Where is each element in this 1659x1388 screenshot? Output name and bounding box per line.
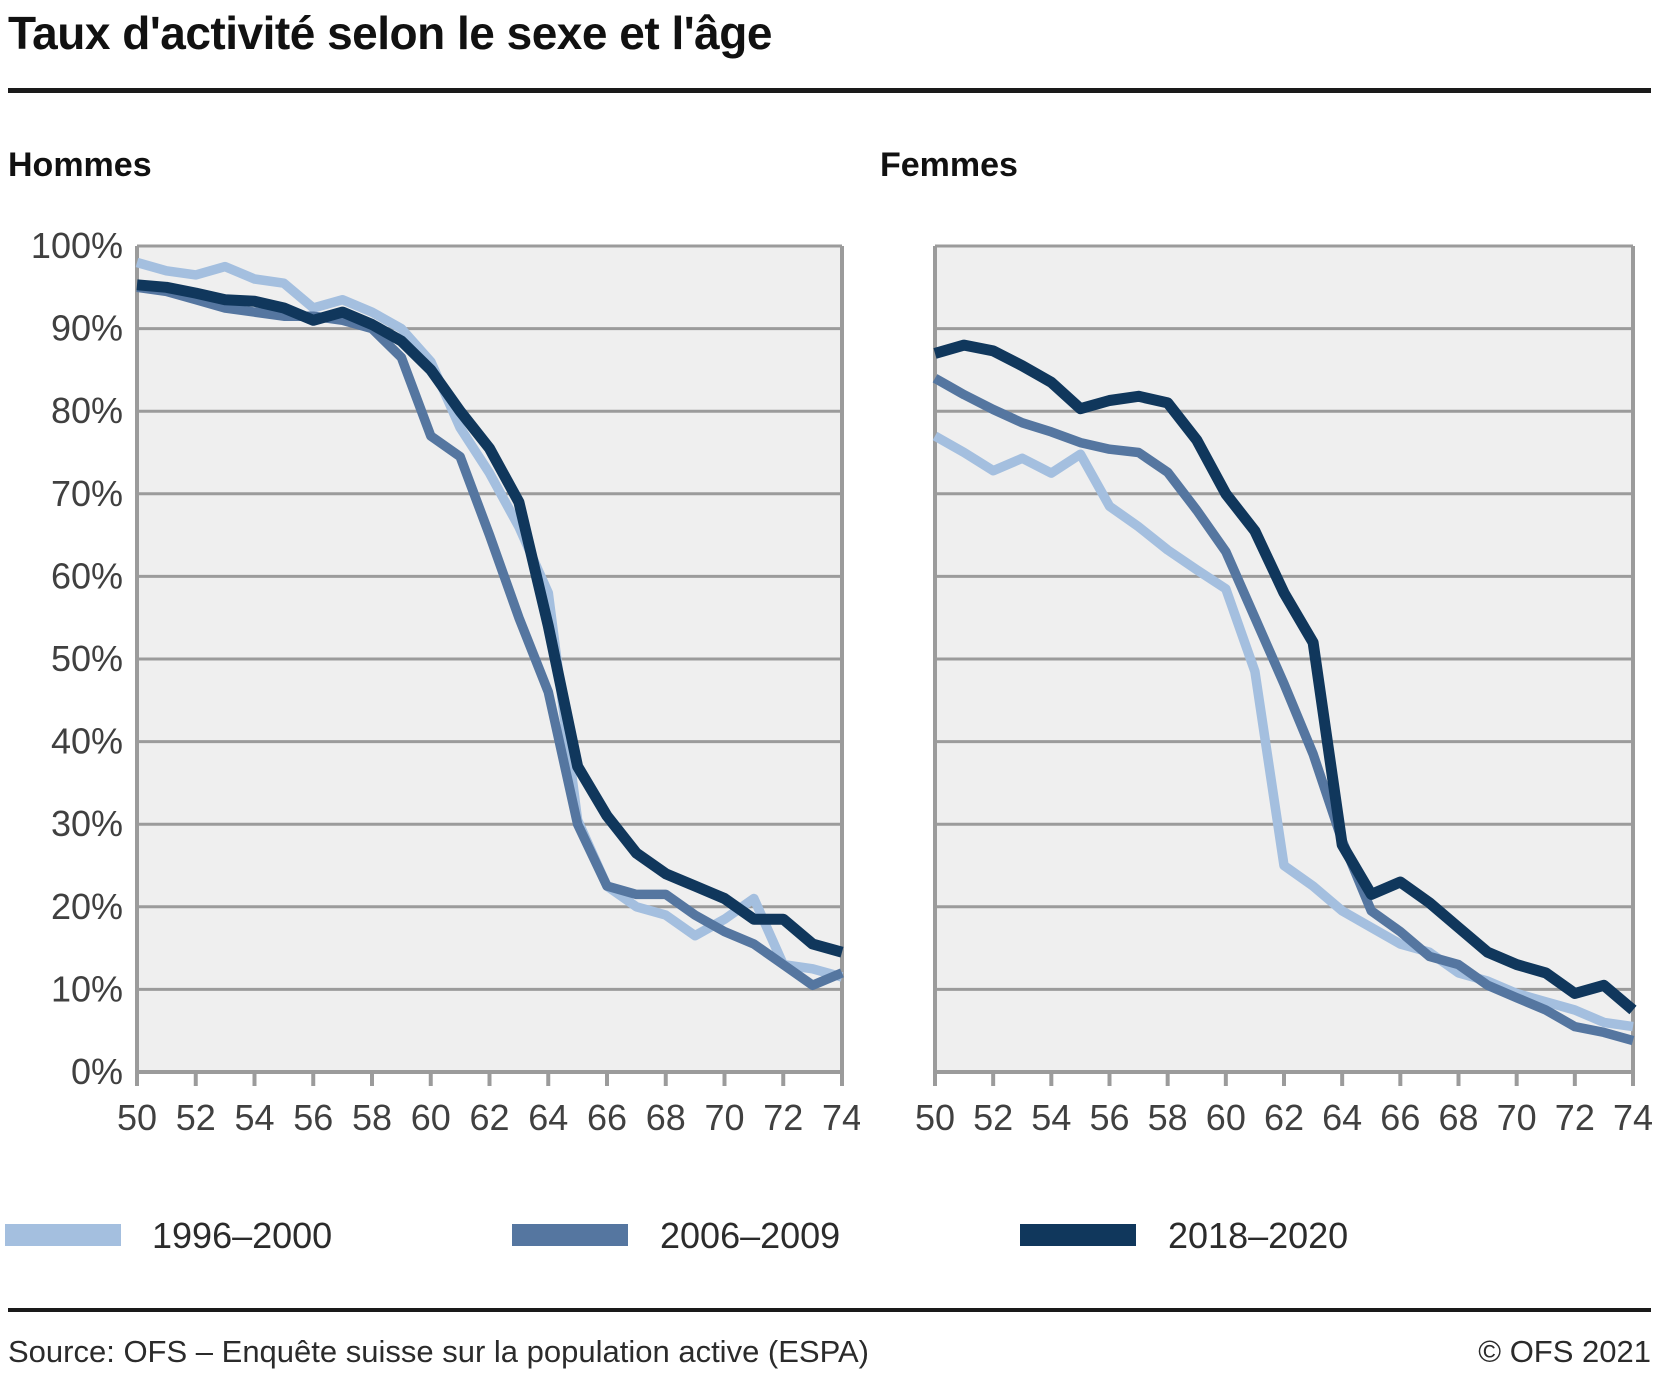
legend-swatch-2018-2020 [1020,1224,1136,1246]
y-tick-label: 90% [51,308,123,349]
legend-label-2018-2020: 2018–2020 [1168,1215,1349,1256]
x-tick-label: 74 [1613,1097,1653,1138]
y-tick-label: 100% [31,230,123,266]
x-tick-label: 68 [646,1097,686,1138]
x-tick-label: 74 [822,1097,860,1138]
y-tick-label: 30% [51,803,123,844]
title-divider [8,88,1651,93]
x-tick-label: 72 [1555,1097,1595,1138]
series-line-2018-2020 [933,339,1637,1015]
x-tick-label: 58 [1148,1097,1188,1138]
legend-swatch-1996-2000 [5,1224,121,1246]
x-tick-label: 52 [176,1097,216,1138]
y-tick-label: 60% [51,555,123,596]
x-tick-label: 70 [704,1097,744,1138]
femmes-line-chart: 50 52 54 56 58 60 62 64 66 68 70 72 74 [915,244,1653,1138]
legend-label-1996-2000: 1996–2000 [152,1215,333,1256]
x-tick-label: 66 [1380,1097,1420,1138]
y-tick-label: 20% [51,886,123,927]
x-tick-label: 64 [528,1097,568,1138]
x-tick-label: 72 [763,1097,803,1138]
x-tick-label: 70 [1497,1097,1537,1138]
y-tick-label: 0% [71,1051,123,1092]
x-tick-label: 54 [1031,1097,1071,1138]
panel-title-hommes: Hommes [8,146,152,184]
x-tick-label: 56 [1089,1097,1129,1138]
series-line-2006-2009 [932,374,1635,1046]
series-line-2018-2020 [136,279,844,958]
y-tick-label: 40% [51,721,123,762]
footer-divider [8,1308,1651,1312]
legend-label-2006-2009: 2006–2009 [660,1215,841,1256]
x-tick-label: 56 [293,1097,333,1138]
x-tick-label: 54 [234,1097,274,1138]
x-tick-label: 52 [973,1097,1013,1138]
y-tick-label: 50% [51,638,123,679]
page-title: Taux d'activité selon le sexe et l'âge [8,7,772,59]
series-line-1996-2000 [135,257,844,982]
y-tick-label: 70% [51,473,123,514]
legend-swatch-2006-2009 [512,1224,628,1246]
y-tick-label: 80% [51,390,123,431]
x-tick-label: 68 [1438,1097,1478,1138]
y-tick-label: 10% [51,968,123,1009]
x-tick-label: 60 [1206,1097,1246,1138]
hommes-line-chart: 50 52 54 56 58 60 62 64 66 68 70 72 74 100% 90% 80% 70% 6… [31,230,860,1138]
footer-source-text: Source: OFS – Enquête suisse sur la popu… [8,1334,869,1369]
x-tick-label: 66 [587,1097,627,1138]
x-tick-label: 58 [352,1097,392,1138]
chart-legend: 1996–2000 2006–2009 2018–2020 [0,1205,1659,1265]
x-tick-label: 62 [1264,1097,1304,1138]
x-tick-label: 64 [1322,1097,1362,1138]
x-tick-label: 60 [411,1097,451,1138]
footer-copyright-text: © OFS 2021 [1478,1334,1651,1369]
x-tick-label: 50 [117,1097,157,1138]
panel-title-femmes: Femmes [880,146,1018,184]
x-tick-label: 50 [915,1097,955,1138]
series-line-2006-2009 [136,282,844,991]
x-tick-label: 62 [469,1097,509,1138]
